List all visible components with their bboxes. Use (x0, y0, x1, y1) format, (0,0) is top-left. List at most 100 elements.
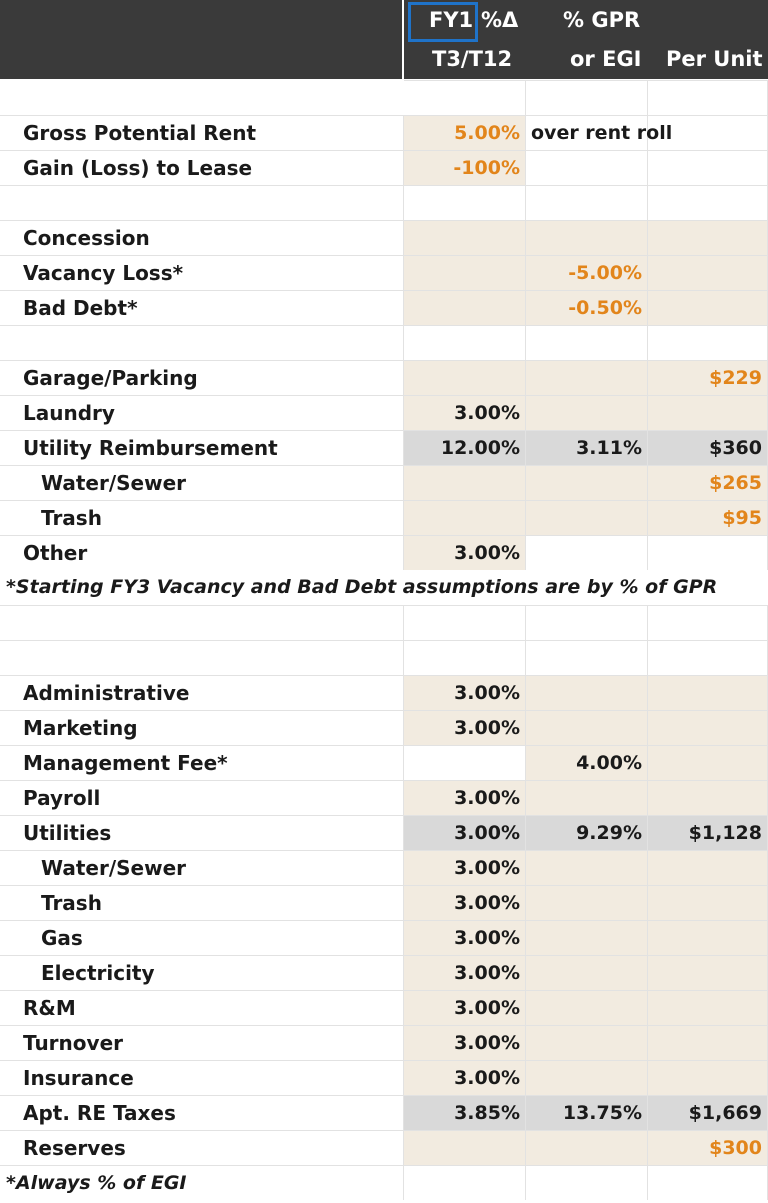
growth-cell[interactable]: 3.00% (404, 675, 526, 710)
expense-footnote-row: *Always % of EGI (0, 1165, 768, 1200)
row-r-and-m: R&M 3.00% (0, 990, 768, 1025)
per-unit-cell[interactable]: $265 (648, 465, 768, 500)
row-label: Laundry (23, 401, 115, 425)
column-header: FY1 %Δ T3/T12 % GPR or EGI Per Unit (0, 0, 768, 79)
row-label: Other (23, 541, 88, 565)
growth-cell[interactable]: 3.00% (404, 815, 526, 850)
row-label: Water/Sewer (41, 471, 187, 495)
header-fy1[interactable]: FY1 (429, 8, 474, 32)
row-concession: Concession (0, 220, 768, 255)
per-unit-cell[interactable]: $300 (648, 1130, 768, 1165)
row-payroll: Payroll 3.00% (0, 780, 768, 815)
growth-cell[interactable]: 3.00% (404, 710, 526, 745)
row-label: Management Fee* (23, 751, 228, 775)
row-utilities: Utilities 3.00% 9.29% $1,128 (0, 815, 768, 850)
header-pct-gpr: % GPR (563, 8, 641, 32)
row-income-water-sewer: Water/Sewer $265 (0, 465, 768, 500)
row-gain-loss-to-lease: Gain (Loss) to Lease -100% (0, 150, 768, 185)
row-label: Utility Reimbursement (23, 436, 278, 460)
per-unit-cell[interactable]: $229 (648, 360, 768, 395)
row-label: R&M (23, 996, 76, 1020)
income-footnote-row: *Starting FY3 Vacancy and Bad Debt assum… (0, 570, 768, 605)
row-expense-water-sewer: Water/Sewer 3.00% (0, 850, 768, 885)
blank-row (0, 325, 768, 360)
row-reserves: Reserves $300 (0, 1130, 768, 1165)
pct-cell[interactable]: -0.50% (526, 290, 648, 325)
growth-cell[interactable]: 3.00% (404, 535, 526, 570)
row-expense-trash: Trash 3.00% (0, 885, 768, 920)
row-label: Marketing (23, 716, 138, 740)
per-unit-cell[interactable]: $95 (648, 500, 768, 535)
growth-cell[interactable]: 3.00% (404, 395, 526, 430)
header-pct-delta: %Δ (481, 8, 519, 32)
row-gross-potential-rent: Gross Potential Rent 5.00% over rent rol… (0, 115, 768, 150)
row-label: Garage/Parking (23, 366, 198, 390)
row-label: Gross Potential Rent (23, 121, 257, 145)
row-vacancy-loss: Vacancy Loss* -5.00% (0, 255, 768, 290)
header-or-egi: or EGI (570, 47, 642, 71)
row-label: Administrative (23, 681, 190, 705)
per-unit-cell[interactable]: $1,128 (648, 815, 768, 850)
growth-cell[interactable]: 3.00% (404, 850, 526, 885)
growth-cell[interactable]: 3.00% (404, 1025, 526, 1060)
header-per-unit: Per Unit (666, 47, 763, 71)
growth-cell[interactable]: 3.00% (404, 990, 526, 1025)
blank-row (0, 80, 768, 115)
per-unit-cell[interactable]: $360 (648, 430, 768, 465)
pct-cell[interactable]: -5.00% (526, 255, 648, 290)
row-label: Trash (41, 891, 102, 915)
selected-cell-outline[interactable] (408, 2, 478, 42)
header-t3-t12: T3/T12 (432, 47, 513, 71)
growth-cell[interactable]: 3.00% (404, 780, 526, 815)
row-management-fee: Management Fee* 4.00% (0, 745, 768, 780)
row-label: Water/Sewer (41, 856, 187, 880)
pct-cell[interactable]: 3.11% (526, 430, 648, 465)
note-cell[interactable]: over rent roll (526, 115, 672, 150)
growth-cell[interactable]: 3.00% (404, 885, 526, 920)
growth-cell[interactable]: 3.00% (404, 955, 526, 990)
growth-cell[interactable]: 5.00% (404, 115, 526, 150)
pct-cell[interactable]: 9.29% (526, 815, 648, 850)
per-unit-cell[interactable]: $1,669 (648, 1095, 768, 1130)
row-label: Trash (41, 506, 102, 530)
growth-cell[interactable]: -100% (404, 150, 526, 185)
row-label: Electricity (41, 961, 155, 985)
header-divider (402, 0, 404, 79)
row-insurance: Insurance 3.00% (0, 1060, 768, 1095)
row-label: Turnover (23, 1031, 123, 1055)
row-administrative: Administrative 3.00% (0, 675, 768, 710)
row-label: Payroll (23, 786, 101, 810)
row-re-taxes: Apt. RE Taxes 3.85% 13.75% $1,669 (0, 1095, 768, 1130)
pct-cell[interactable]: 13.75% (526, 1095, 648, 1130)
row-income-trash: Trash $95 (0, 500, 768, 535)
row-label: Gain (Loss) to Lease (23, 156, 253, 180)
blank-row (0, 605, 768, 640)
blank-row (0, 640, 768, 675)
row-gas: Gas 3.00% (0, 920, 768, 955)
growth-cell[interactable]: 3.00% (404, 920, 526, 955)
row-other: Other 3.00% (0, 535, 768, 570)
row-garage-parking: Garage/Parking $229 (0, 360, 768, 395)
row-utility-reimbursement: Utility Reimbursement 12.00% 3.11% $360 (0, 430, 768, 465)
row-label: Vacancy Loss* (23, 261, 184, 285)
row-label: Utilities (23, 821, 112, 845)
pct-cell[interactable]: 4.00% (526, 745, 648, 780)
row-laundry: Laundry 3.00% (0, 395, 768, 430)
income-footnote: *Starting FY3 Vacancy and Bad Debt assum… (6, 576, 718, 598)
row-turnover: Turnover 3.00% (0, 1025, 768, 1060)
row-label: Apt. RE Taxes (23, 1101, 176, 1125)
expense-footnote: *Always % of EGI (6, 1172, 187, 1194)
row-label: Gas (41, 926, 83, 950)
growth-cell[interactable]: 3.00% (404, 1060, 526, 1095)
row-label: Concession (23, 226, 150, 250)
growth-cell[interactable]: 3.85% (404, 1095, 526, 1130)
row-label: Insurance (23, 1066, 134, 1090)
row-bad-debt: Bad Debt* -0.50% (0, 290, 768, 325)
row-label: Bad Debt* (23, 296, 138, 320)
row-label: Reserves (23, 1136, 126, 1160)
row-electricity: Electricity 3.00% (0, 955, 768, 990)
blank-row (0, 185, 768, 220)
growth-cell[interactable]: 12.00% (404, 430, 526, 465)
row-marketing: Marketing 3.00% (0, 710, 768, 745)
